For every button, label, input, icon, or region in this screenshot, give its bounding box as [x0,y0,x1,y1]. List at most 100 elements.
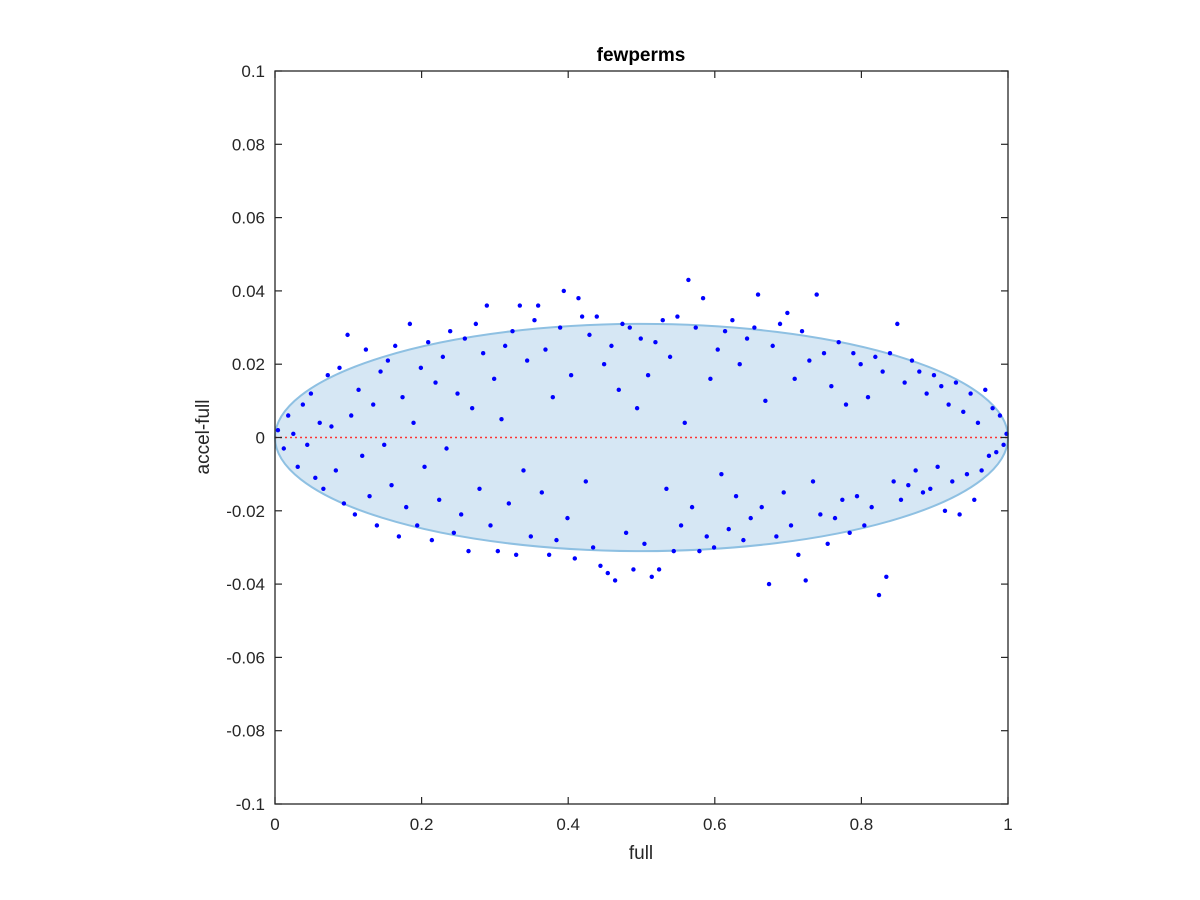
data-point [609,343,614,349]
data-point [909,358,915,363]
data-point [876,592,882,598]
data-point [473,321,479,327]
data-point [576,296,581,301]
data-point [752,325,757,330]
data-point [407,321,413,327]
data-point [425,340,431,345]
data-point [341,501,347,506]
data-point [664,486,669,492]
data-point [884,574,889,579]
data-point [291,431,296,437]
data-point [360,453,365,459]
data-point [902,380,907,385]
data-point [305,442,310,448]
data-point [444,446,449,451]
data-point [858,362,863,367]
data-point [865,394,871,400]
data-point [418,365,424,371]
data-point [708,376,713,382]
data-point [741,537,746,543]
data-point [935,464,940,470]
data-point [928,486,933,492]
data-point [612,578,618,583]
data-point [832,515,838,521]
data-point [642,541,647,546]
x-tick-label: 0.6 [703,815,727,834]
data-point [521,468,526,473]
data-point [429,537,435,543]
points-layer [275,277,1009,598]
data-point [946,402,951,407]
data-point [722,329,728,334]
y-tick-label: 0.08 [232,135,265,154]
data-point [345,332,350,338]
y-tick-label: 0.04 [232,282,265,301]
data-point [986,453,992,459]
data-point [363,347,369,352]
data-point [561,288,567,294]
data-point [579,314,585,319]
data-point [499,416,504,422]
data-point [931,372,937,378]
data-point [295,464,300,470]
data-point [667,354,673,360]
data-point [1001,442,1006,448]
data-point [506,501,512,506]
data-point [488,523,493,528]
data-point [924,391,929,396]
y-tick-label: 0.02 [232,355,265,374]
y-tick-label: -0.1 [236,795,265,814]
data-point [349,413,354,418]
data-point [829,383,834,389]
data-point [300,402,306,407]
data-point [371,402,376,407]
data-point [689,504,695,510]
data-point [851,351,856,356]
data-point [308,391,314,396]
data-point [704,534,709,539]
data-point [337,365,342,371]
data-point [799,329,805,334]
data-point [653,340,658,345]
data-point [275,427,281,433]
data-point [796,552,801,557]
data-point [671,548,676,554]
data-point [572,556,577,561]
data-point [737,362,742,367]
data-point [891,479,896,484]
data-point [462,336,468,341]
y-tick-label: -0.08 [226,722,265,741]
data-point [598,563,603,568]
data-point [325,372,330,378]
data-point [317,420,322,426]
data-point [810,479,816,484]
data-point [682,420,687,426]
data-point [601,362,607,367]
data-point [649,574,654,579]
data-point [807,358,812,363]
ticks-layer [274,70,1009,805]
data-point [623,530,629,535]
y-tick-label: 0.1 [241,62,265,81]
data-point [994,449,999,455]
data-point [480,351,486,356]
data-point [313,475,318,481]
data-point [411,420,416,426]
data-point [913,468,918,473]
data-point [983,387,988,393]
data-point [920,490,926,495]
data-point [840,497,845,503]
data-point [898,497,904,503]
data-point [744,336,750,341]
data-point [774,534,779,539]
data-point [950,479,955,484]
data-point [631,567,636,572]
data-point [726,526,731,532]
data-point [605,570,610,576]
data-point [785,310,790,316]
data-point [329,424,334,429]
y-tick-label: -0.06 [226,648,265,667]
data-point [528,534,534,539]
y-tick-label: -0.02 [226,502,265,521]
data-point [719,471,724,477]
